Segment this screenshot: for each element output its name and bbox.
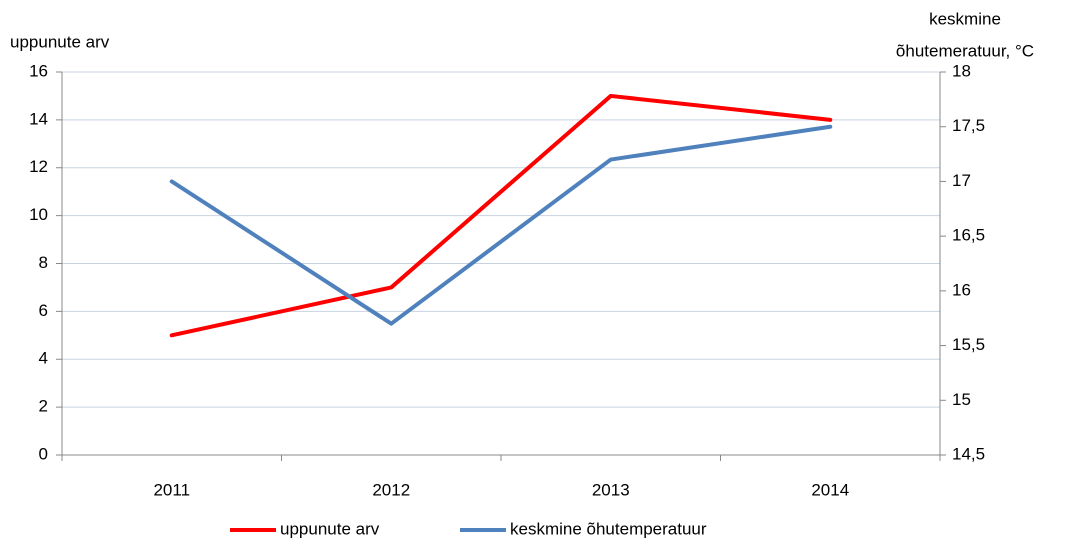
y2-axis-label: õhutemeratuur, °C [896,41,1034,60]
y2-tick-label: 17,5 [952,116,985,135]
y-tick-label: 12 [29,157,48,176]
x-tick-label: 2011 [153,480,190,499]
line [169,93,833,338]
y2-tick-label: 17 [952,171,971,190]
y2-tick-label: 15,5 [952,335,985,354]
y-tick-label: 2 [39,397,48,416]
y2-tick-label: 15 [952,390,971,409]
y-tick-label: 4 [39,349,48,368]
y-tick-label: 14 [29,109,48,128]
y2-tick-label: 16 [952,280,971,299]
y2-tick-label: 18 [952,61,971,80]
legend-label: keskmine õhutemperatuur [510,519,707,538]
y-tick-label: 16 [29,61,48,80]
x-tick-label: 2014 [811,480,849,499]
y-tick-label: 8 [39,253,48,272]
y-tick-label: 6 [39,301,48,320]
y2-axis-label: keskmine [929,9,1001,28]
y-tick-label: 0 [39,444,48,463]
x-tick-label: 2012 [372,480,410,499]
line [169,124,833,326]
y-axis-label: uppunute arv [10,32,110,51]
x-tick-label: 2013 [592,480,630,499]
y-tick-label: 10 [29,205,48,224]
y2-tick-label: 14,5 [952,444,985,463]
y2-tick-label: 16,5 [952,226,985,245]
legend-label: uppunute arv [280,519,380,538]
